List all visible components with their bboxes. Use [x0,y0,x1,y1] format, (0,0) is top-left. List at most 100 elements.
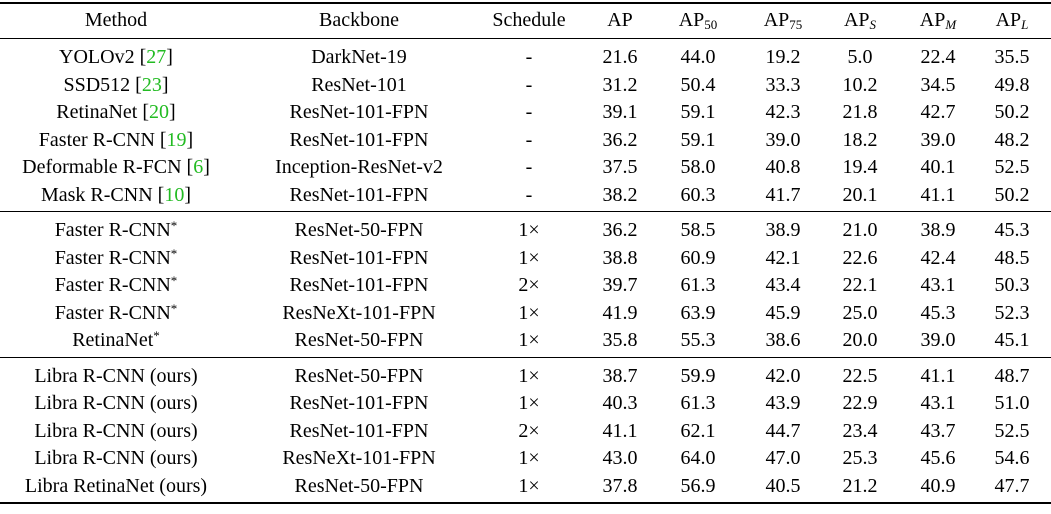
method-cell: RetinaNet [20] [0,99,232,126]
ap-cell: 40.3 [602,392,638,414]
apm-cell: 42.4 [920,247,956,269]
table-row: SSD512 [23] ResNet-101 - 31.2 50.4 33.3 10.2 34… [0,72,1051,99]
table-row: Faster R-CNN* ResNeXt-101-FPN 1× 41.9 63.9 45… [0,300,1051,327]
aps-cell: 22.6 [842,247,878,269]
ap50-cell: 63.9 [680,302,716,324]
ap50-cell: 56.9 [680,475,716,497]
method-cell: Libra R-CNN (ours) [0,445,232,472]
ap75-cell: 39.0 [765,129,801,151]
header-ap: AP [607,9,633,31]
ap50-cell: 59.9 [680,365,716,387]
header-row: Method Backbone Schedule AP AP50 AP75 AP… [0,7,1051,34]
apl-cell: 48.2 [994,129,1030,151]
apm-cell: 42.7 [920,101,956,123]
schedule-cell: - [525,74,533,96]
header-ap50: AP50 [658,7,738,34]
group-separator-rule [0,211,1051,212]
ap-cell: 38.7 [602,365,638,387]
ap50-cell: 61.3 [680,392,716,414]
backbone-cell: ResNet-101-FPN [289,274,429,296]
schedule-cell: - [525,184,533,206]
method-cell: Faster R-CNN* [0,272,232,299]
schedule-cell: 1× [518,475,540,497]
header-ap50-base: AP [678,9,705,31]
ap75-cell: 19.2 [765,46,801,68]
header-method: Method [84,9,148,31]
header-backbone: Backbone [319,9,399,31]
apl-cell: 50.2 [994,184,1030,206]
ap75-cell: 42.0 [765,365,801,387]
bottom-rule [0,502,1051,504]
method-name: Libra R-CNN (ours) [34,420,198,442]
schedule-cell: 1× [518,447,540,469]
table-row: Faster R-CNN* ResNet-50-FPN 1× 36.2 58.5 38.9… [0,217,1051,244]
apl-cell: 45.3 [994,219,1030,241]
reimplemented-mark: * [170,301,178,316]
apm-cell: 41.1 [920,365,956,387]
method-cell: Mask R-CNN [10] [0,182,232,209]
aps-cell: 10.2 [842,74,878,96]
header-ap50-sub: 50 [704,17,718,32]
apl-cell: 54.6 [994,447,1030,469]
apl-cell: 50.2 [994,101,1030,123]
aps-cell: 21.2 [842,475,878,497]
citation-link[interactable]: 27 [146,46,167,68]
method-name: Libra RetinaNet (ours) [24,475,208,497]
citation-close-bracket: ] [186,129,194,151]
ap50-cell: 60.9 [680,247,716,269]
apm-cell: 45.3 [920,302,956,324]
apl-cell: 35.5 [994,46,1030,68]
method-name: Faster R-CNN [54,302,171,324]
apl-cell: 45.1 [994,329,1030,351]
table-row: YOLOv2 [27] DarkNet-19 - 21.6 44.0 19.2 5.0 22.… [0,44,1051,71]
table-row: Faster R-CNN [19] ResNet-101-FPN - 36.2 59.1… [0,127,1051,154]
ap75-cell: 40.5 [765,475,801,497]
schedule-cell: 2× [518,274,540,296]
backbone-cell: ResNeXt-101-FPN [282,302,436,324]
backbone-cell: ResNet-50-FPN [294,365,424,387]
header-ap75-sub: 75 [789,17,803,32]
apl-cell: 48.5 [994,247,1030,269]
citation-link[interactable]: 23 [141,74,162,96]
ap50-cell: 62.1 [680,420,716,442]
method-name: RetinaNet [ [56,101,150,123]
header-apm: APM [898,7,978,34]
schedule-cell: 1× [518,365,540,387]
reimplemented-mark: * [170,273,178,288]
header-aps-base: AP [843,9,870,31]
backbone-cell: DarkNet-19 [311,46,407,68]
aps-cell: 22.9 [842,392,878,414]
schedule-cell: 1× [518,247,540,269]
method-cell: SSD512 [23] [0,72,232,99]
schedule-cell: - [525,129,533,151]
method-name: Faster R-CNN [54,274,171,296]
aps-cell: 22.5 [842,365,878,387]
reimplemented-mark: * [170,246,178,261]
apm-cell: 39.0 [920,129,956,151]
ap-cell: 36.2 [602,219,638,241]
table-row: Mask R-CNN [10] ResNet-101-FPN - 38.2 60.3 41… [0,182,1051,209]
aps-cell: 5.0 [847,46,873,68]
reimplemented-mark: * [170,218,178,233]
schedule-cell: - [525,156,533,178]
citation-link[interactable]: 6 [193,156,204,178]
apl-cell: 52.3 [994,302,1030,324]
apl-cell: 49.8 [994,74,1030,96]
citation-link[interactable]: 19 [166,129,187,151]
citation-link[interactable]: 20 [149,101,170,123]
ap75-cell: 45.9 [765,302,801,324]
header-apm-sub: M [945,17,957,32]
backbone-cell: ResNet-101 [311,74,407,96]
ap50-cell: 61.3 [680,274,716,296]
method-name: Faster R-CNN [54,247,171,269]
schedule-cell: 2× [518,420,540,442]
method-cell: YOLOv2 [27] [0,44,232,71]
backbone-cell: ResNet-101-FPN [289,420,429,442]
method-cell: Faster R-CNN* [0,245,232,272]
ap-cell: 39.7 [602,274,638,296]
citation-link[interactable]: 10 [164,184,185,206]
aps-cell: 19.4 [842,156,878,178]
citation-close-bracket: ] [166,46,173,68]
ap-cell: 39.1 [602,101,638,123]
method-cell: Libra R-CNN (ours) [0,390,232,417]
